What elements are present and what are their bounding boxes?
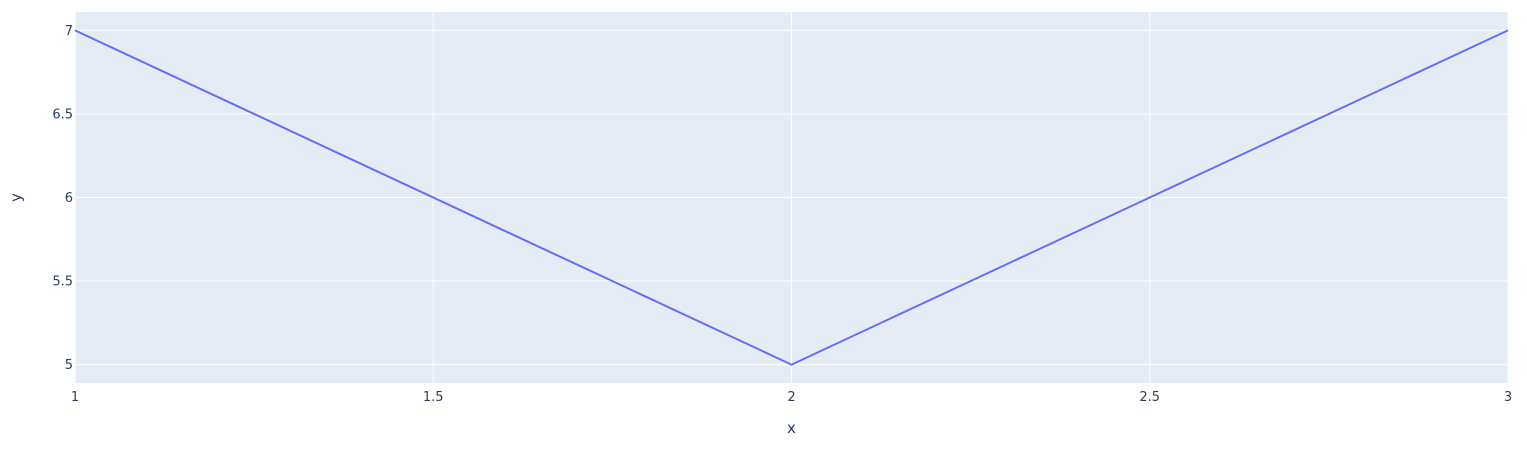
x-tick-label: 2.5: [1139, 390, 1160, 405]
y-tick-label: 6: [65, 191, 73, 206]
x-tick-label: 1.5: [423, 390, 444, 405]
x-tick-label: 3: [1504, 390, 1512, 405]
x-tick-label: 1: [71, 390, 79, 405]
x-tick-label: 2: [787, 390, 795, 405]
y-axis-title: y: [7, 193, 25, 202]
y-tick-label: 5: [65, 358, 73, 373]
series-line: [74, 29, 1509, 366]
series-layer: [74, 29, 1509, 366]
y-tick-label: 7: [65, 24, 73, 39]
y-tick-label: 6.5: [52, 107, 73, 122]
x-axis-title: x: [787, 419, 796, 437]
y-axis-tick-labels: 5 5.5 6 6.5 7: [52, 24, 73, 373]
y-tick-label: 5.5: [52, 275, 73, 290]
x-axis-tick-labels: 1 1.5 2 2.5 3: [71, 390, 1512, 405]
